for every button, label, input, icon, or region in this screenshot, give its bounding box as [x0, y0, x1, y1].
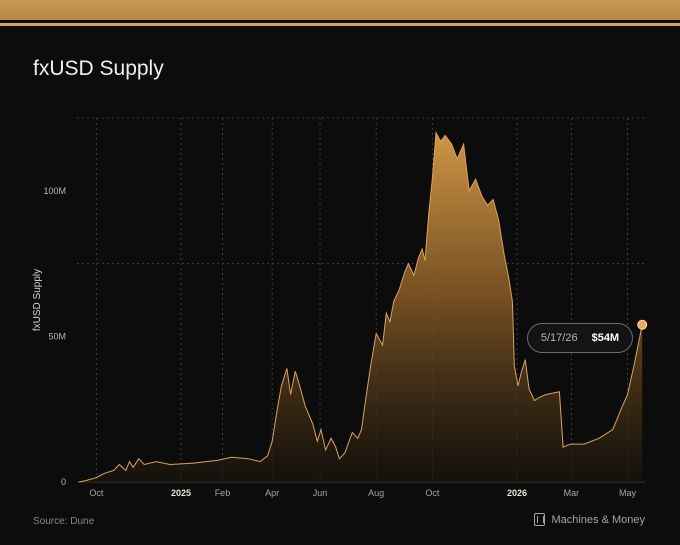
latest-value-point[interactable] — [637, 319, 648, 330]
source-note: Source: Dune — [33, 516, 95, 527]
x-tick-label: 2026 — [507, 488, 527, 498]
supply-line — [78, 130, 643, 483]
x-tick-label: Aug — [368, 488, 384, 498]
value-tooltip: 5/17/26 $54M — [527, 323, 633, 353]
chart-title: fxUSD Supply — [33, 57, 164, 80]
brand-name: Machines & Money — [551, 513, 645, 526]
top-band-texture — [0, 0, 680, 20]
brand-logo-icon — [534, 513, 546, 526]
x-tick-label: Feb — [215, 488, 231, 498]
tooltip-date: 5/17/26 — [540, 332, 578, 344]
area-series — [78, 130, 643, 483]
x-tick-label: 2025 — [171, 488, 191, 498]
x-tick-label: Oct — [425, 488, 440, 498]
tooltip-value: $54M — [591, 332, 620, 344]
y-tick-label: 50M — [48, 331, 66, 341]
y-tick-label: 100M — [43, 186, 66, 196]
top-accent-line — [0, 23, 680, 26]
x-tick-label: Jun — [313, 488, 328, 498]
x-tick-label: May — [619, 488, 637, 498]
x-tick-label: Apr — [265, 488, 279, 498]
y-axis-ticks: 0 50M 100M — [43, 186, 66, 487]
top-decorative-band — [0, 0, 680, 20]
y-tick-label: 0 — [61, 477, 66, 487]
supply-area — [78, 132, 643, 482]
x-tick-label: Mar — [564, 488, 580, 498]
x-axis-ticks: Oct 2025 Feb Apr Jun Aug Oct 2026 Mar May — [89, 488, 636, 498]
x-tick-label: Oct — [89, 488, 104, 498]
brand-credit: Machines & Money — [534, 513, 645, 526]
y-axis-label: fxUSD Supply — [32, 269, 43, 331]
